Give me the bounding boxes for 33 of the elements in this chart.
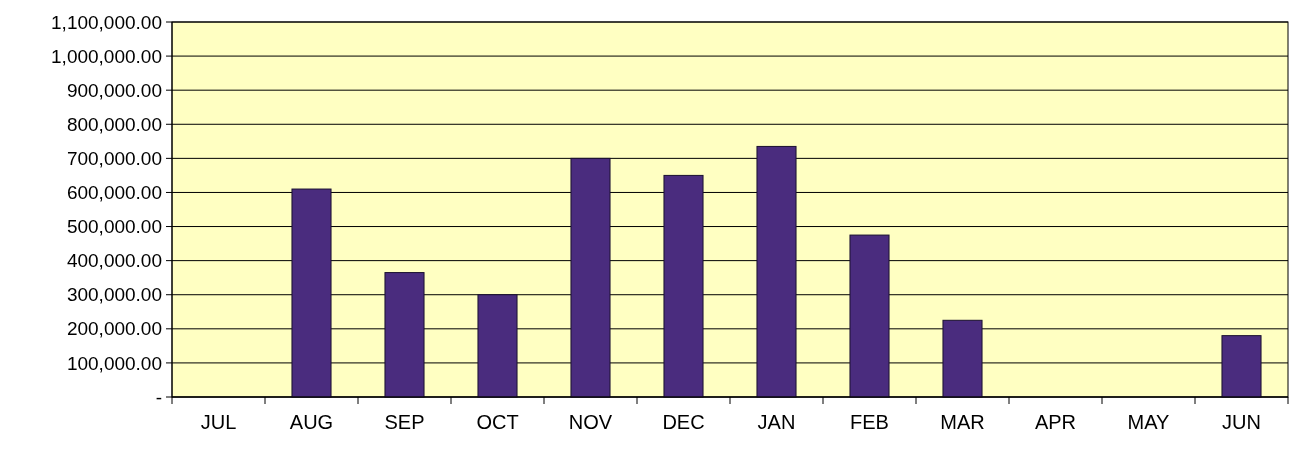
bar: [291, 188, 332, 398]
x-tick-label: NOV: [568, 411, 613, 433]
x-tick-label: JAN: [757, 411, 796, 433]
bar: [477, 294, 518, 398]
y-tick-label: 400,000.00: [66, 250, 162, 272]
y-tick-label: 600,000.00: [66, 182, 162, 204]
bar: [663, 174, 704, 398]
x-tick-label: SEP: [384, 411, 425, 433]
bar: [942, 319, 983, 398]
x-tick-label: AUG: [289, 411, 334, 433]
bar: [570, 157, 611, 398]
bar: [1221, 335, 1262, 398]
y-tick-label: 100,000.00: [66, 352, 162, 374]
x-tick-label: MAR: [940, 411, 985, 433]
x-tick-label: JUL: [200, 411, 237, 433]
bar: [849, 234, 890, 398]
x-tick-label: FEB: [850, 411, 889, 433]
y-tick-label: 500,000.00: [66, 216, 162, 238]
y-tick-label: 200,000.00: [66, 318, 162, 340]
x-tick-label: MAY: [1127, 411, 1170, 433]
y-tick-label: 1,000,000.00: [51, 45, 162, 67]
x-tick-label: APR: [1034, 411, 1077, 433]
bar: [384, 272, 425, 398]
y-tick-label: 800,000.00: [66, 113, 162, 135]
y-tick-label: -: [155, 386, 162, 408]
y-tick-label: 1,100,000.00: [51, 11, 162, 33]
y-tick-label: 900,000.00: [66, 79, 162, 101]
bar: [756, 145, 797, 398]
x-tick-label: DEC: [662, 411, 705, 433]
x-tick-label: OCT: [476, 411, 519, 433]
y-tick-label: 700,000.00: [66, 148, 162, 170]
x-tick-label: JUN: [1222, 411, 1261, 433]
y-tick-label: 300,000.00: [66, 284, 162, 306]
